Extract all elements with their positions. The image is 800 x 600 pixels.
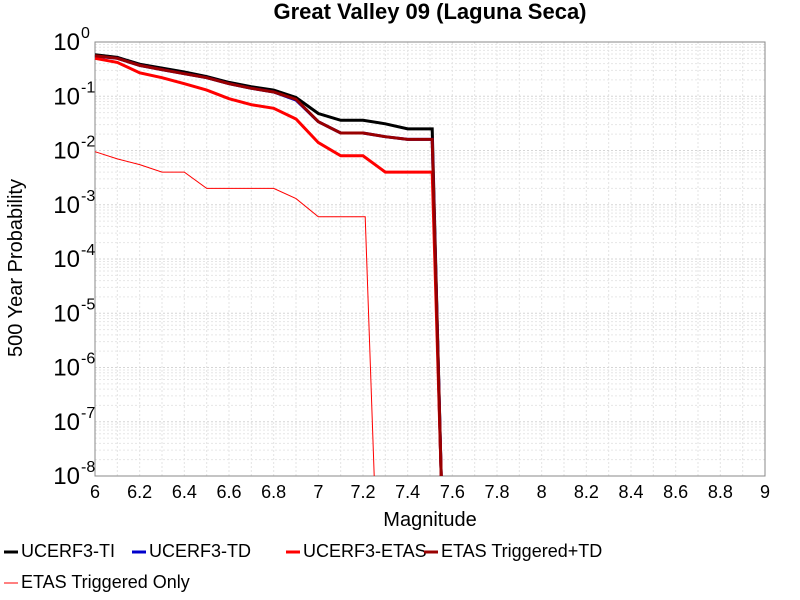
series-line-3 — [94, 54, 443, 477]
y-tick-label: 10 -4 — [53, 242, 95, 273]
x-tick-labels: 6 6.2 6.4 6.6 6.8 7 7.2 7.4 7.6 7.8 8 8.2 8.4 8.6 8.8 9 — [90, 482, 770, 502]
x-tick-label: 8.2 — [574, 482, 599, 502]
legend-item-3: ETAS Triggered+TD — [424, 541, 602, 561]
x-tick-label: 8.8 — [708, 482, 733, 502]
legend-item-0: UCERF3-TI — [4, 541, 115, 561]
y-tick-base: 10 — [53, 300, 80, 327]
y-tick-label: 10 -7 — [53, 405, 95, 436]
x-tick-label: 7.4 — [395, 482, 420, 502]
y-tick-exponent: -6 — [81, 351, 95, 368]
y-tick-base: 10 — [53, 246, 80, 273]
plot-area — [94, 41, 766, 477]
legend: UCERF3-TI UCERF3-TD UCERF3-ETAS ETAS Trigge… — [4, 541, 602, 592]
series-line-4 — [94, 151, 375, 477]
y-tick-label: 10 0 — [53, 25, 90, 56]
y-tick-exponent: -3 — [81, 188, 95, 205]
y-tick-exponent: -7 — [81, 405, 95, 422]
x-tick-label: 6.2 — [127, 482, 152, 502]
legend-label: UCERF3-TD — [149, 541, 251, 561]
y-tick-label: 10 -1 — [53, 79, 95, 110]
x-tick-label: 7 — [313, 482, 323, 502]
legend-label: ETAS Triggered Only — [21, 572, 190, 592]
legend-label: ETAS Triggered+TD — [441, 541, 602, 561]
legend-item-2: UCERF3-ETAS — [286, 541, 427, 561]
y-tick-base: 10 — [53, 192, 80, 219]
y-tick-base: 10 — [53, 355, 80, 382]
series-line-1 — [94, 54, 443, 477]
y-tick-label: 10 -6 — [53, 351, 95, 382]
y-tick-base: 10 — [53, 29, 80, 56]
x-tick-label: 7.2 — [350, 482, 375, 502]
y-tick-exponent: -8 — [81, 459, 95, 476]
x-tick-label: 6.4 — [172, 482, 197, 502]
legend-item-4: ETAS Triggered Only — [4, 572, 190, 592]
y-tick-base: 10 — [53, 409, 80, 436]
legend-label: UCERF3-TI — [21, 541, 115, 561]
y-tick-exponent: 0 — [81, 25, 90, 42]
x-tick-label: 8 — [537, 482, 547, 502]
legend-item-1: UCERF3-TD — [132, 541, 251, 561]
x-tick-label: 6.6 — [216, 482, 241, 502]
x-tick-label: 7.6 — [440, 482, 465, 502]
series-line-2 — [94, 56, 443, 477]
y-tick-exponent: -5 — [81, 296, 95, 313]
legend-label: UCERF3-ETAS — [303, 541, 427, 561]
x-tick-label: 6.8 — [261, 482, 286, 502]
y-tick-label: 10 -8 — [53, 459, 95, 490]
y-tick-base: 10 — [53, 138, 80, 165]
x-tick-label: 7.8 — [484, 482, 509, 502]
x-tick-label: 6 — [90, 482, 100, 502]
y-axis-label: 500 Year Probability — [5, 179, 27, 357]
y-tick-label: 10 -3 — [53, 188, 95, 219]
x-axis-label: Magnitude — [383, 509, 476, 531]
series-layer — [94, 53, 443, 477]
y-tick-exponent: -1 — [81, 79, 95, 96]
y-tick-label: 10 -2 — [53, 134, 95, 165]
y-tick-exponent: -4 — [81, 242, 95, 259]
y-tick-exponent: -2 — [81, 134, 95, 151]
x-tick-label: 9 — [760, 482, 770, 502]
chart-title: Great Valley 09 (Laguna Seca) — [273, 0, 586, 24]
x-tick-label: 8.6 — [663, 482, 688, 502]
grid — [94, 42, 766, 477]
y-tick-base: 10 — [53, 463, 80, 490]
y-tick-label: 10 -5 — [53, 296, 95, 327]
x-tick-label: 8.4 — [618, 482, 643, 502]
y-tick-base: 10 — [53, 83, 80, 110]
